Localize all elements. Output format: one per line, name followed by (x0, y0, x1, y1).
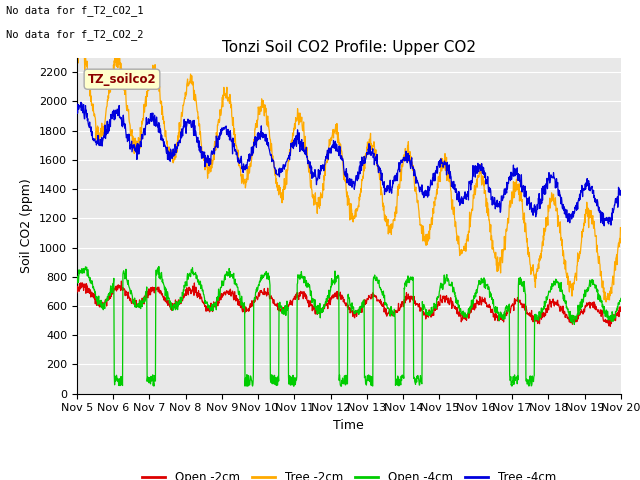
X-axis label: Time: Time (333, 419, 364, 432)
Legend: Open -2cm, Tree -2cm, Open -4cm, Tree -4cm: Open -2cm, Tree -2cm, Open -4cm, Tree -4… (137, 467, 561, 480)
Text: TZ_soilco2: TZ_soilco2 (88, 73, 156, 86)
Text: No data for f_T2_CO2_2: No data for f_T2_CO2_2 (6, 29, 144, 40)
Title: Tonzi Soil CO2 Profile: Upper CO2: Tonzi Soil CO2 Profile: Upper CO2 (222, 40, 476, 55)
Text: No data for f_T2_CO2_1: No data for f_T2_CO2_1 (6, 5, 144, 16)
Y-axis label: Soil CO2 (ppm): Soil CO2 (ppm) (20, 178, 33, 273)
